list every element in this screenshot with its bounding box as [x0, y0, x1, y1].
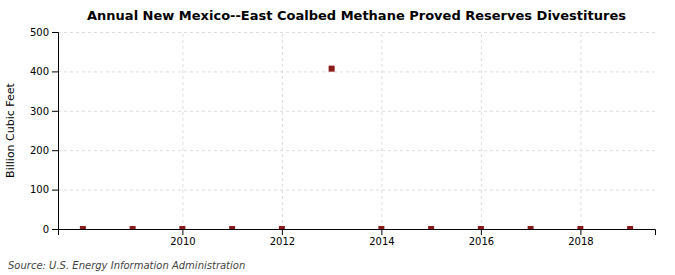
tick-mark	[52, 32, 58, 33]
grid-tick	[381, 32, 382, 229]
tick-label: 2010	[170, 236, 195, 247]
tick-label: 2012	[270, 236, 295, 247]
grid-line	[58, 190, 655, 191]
tick-mark	[52, 111, 58, 112]
tick-label: 500	[30, 27, 49, 38]
grid-line	[58, 71, 655, 72]
title: Annual New Mexico--East Coalbed Methane …	[87, 8, 626, 23]
marks	[80, 66, 633, 229]
axis-line	[52, 33, 59, 230]
tick: 0	[43, 224, 58, 235]
grid-y	[58, 33, 655, 230]
tick-mark	[52, 71, 58, 72]
grid-line	[58, 150, 655, 151]
grid-line	[580, 32, 581, 229]
grid-tick	[282, 32, 283, 229]
tick: 300	[30, 106, 58, 117]
tick-mark	[481, 229, 482, 235]
y-label: Billion Cubic Feet	[4, 82, 17, 177]
tick-mark	[580, 229, 581, 235]
tick: 200	[30, 145, 58, 156]
grid-tick	[481, 32, 482, 229]
point	[80, 226, 86, 229]
tick-mark	[282, 229, 283, 235]
tick: 500	[30, 27, 58, 38]
tick-label: 2016	[469, 236, 494, 247]
grid-tick	[58, 190, 655, 191]
tick-label: 2018	[568, 236, 593, 247]
grid-tick	[58, 71, 655, 72]
point	[229, 226, 235, 229]
tick-mark	[381, 229, 382, 235]
tick-mark	[52, 229, 58, 230]
grid-line	[58, 111, 655, 112]
grid-line	[182, 32, 183, 229]
grid-tick	[182, 32, 183, 229]
tick-mark	[52, 150, 58, 151]
grid-x	[183, 32, 581, 229]
grid-tick	[58, 32, 655, 33]
point	[577, 226, 583, 229]
annotation: Source: U.S. Energy Information Administ…	[8, 260, 245, 271]
plot: 2010 2012 2014 2016 2018 0 100 200 300 400 500	[30, 27, 656, 247]
point	[627, 226, 633, 229]
grid-line	[481, 32, 482, 229]
tick-label: 0	[43, 224, 49, 235]
tick-mark	[52, 190, 58, 191]
grid-tick	[58, 111, 655, 112]
tick-label: 200	[30, 145, 49, 156]
grid-line	[282, 32, 283, 229]
grid-tick	[58, 150, 655, 151]
point	[428, 226, 434, 229]
point	[329, 66, 335, 72]
tick: 2018	[568, 229, 593, 247]
tick-label: 300	[30, 106, 49, 117]
point	[279, 226, 285, 229]
tick: 2010	[170, 229, 195, 247]
point	[478, 226, 484, 229]
tick-mark	[182, 229, 183, 235]
tick: 2014	[369, 229, 394, 247]
chart: 2010 2012 2014 2016 2018 0 100 200 300 400 500 Annu…	[0, 0, 675, 275]
point	[378, 226, 384, 229]
grid-line	[58, 32, 655, 33]
point	[179, 226, 185, 229]
axis-line	[59, 230, 656, 236]
grid-tick	[580, 32, 581, 229]
tick: 100	[30, 184, 58, 195]
tick: 2012	[270, 229, 295, 247]
point	[528, 226, 534, 229]
tick-label: 100	[30, 184, 49, 195]
grid-line	[381, 32, 382, 229]
tick: 2016	[469, 229, 494, 247]
y-axis: 0 100 200 300 400 500	[30, 27, 59, 235]
tick-label: 2014	[369, 236, 394, 247]
tick: 400	[30, 66, 58, 77]
point	[130, 226, 136, 229]
tick-label: 400	[30, 66, 49, 77]
x-axis: 2010 2012 2014 2016 2018	[59, 229, 656, 247]
